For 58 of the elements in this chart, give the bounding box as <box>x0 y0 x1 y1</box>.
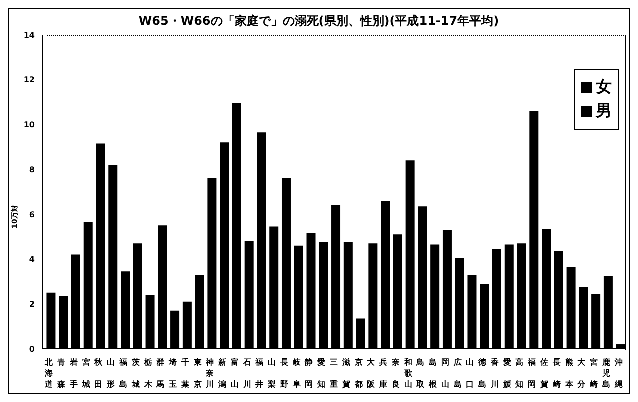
y-tick-label: 10 <box>24 120 36 130</box>
legend-label: 女 <box>596 77 612 98</box>
chart-title: W65・W66の「家庭で」の溺死(県別、性別)(平成11-17年平均) <box>138 13 500 30</box>
category-label: 静岡 <box>305 358 314 389</box>
category-label: 高知 <box>516 358 524 389</box>
category-label: 秋田 <box>94 358 103 389</box>
category-label: 岡山 <box>441 358 450 389</box>
category-label: 京都 <box>354 358 363 389</box>
category-label: 徳島 <box>478 358 487 389</box>
category-label: 佐賀 <box>540 358 549 389</box>
category-label: 青森 <box>58 358 66 389</box>
legend-label: 男 <box>596 101 612 122</box>
y-tick-label: 4 <box>29 255 36 264</box>
category-label: 福井 <box>256 358 264 389</box>
x-tick-label: 和歌山 <box>403 358 414 389</box>
y-tick-label: 14 <box>24 30 36 40</box>
category-label: 沖縄 <box>614 358 623 389</box>
y-tick-label: 6 <box>29 210 36 220</box>
category-label: 長野 <box>280 358 288 389</box>
y-tick-label: 0 <box>29 344 36 354</box>
category-label: 大分 <box>578 358 586 389</box>
category-label: 宮城 <box>82 358 90 389</box>
category-label: 千葉 <box>181 358 190 389</box>
category-label: 大阪 <box>367 358 376 389</box>
category-label: 山梨 <box>268 358 276 389</box>
category-label: 三重 <box>330 358 338 389</box>
category-label: 石川 <box>243 358 252 389</box>
category-label: 福島 <box>119 358 128 389</box>
category-label: 岐阜 <box>292 358 301 389</box>
category-label: 新潟 <box>218 358 227 389</box>
category-label: 滋賀 <box>342 358 350 389</box>
category-label: 茨城 <box>132 358 140 389</box>
category-label: 愛媛 <box>503 358 512 389</box>
y-tick-label: 12 <box>24 76 35 85</box>
category-label: 宮崎 <box>590 358 598 389</box>
x-tick-label: 神奈川 <box>205 358 216 389</box>
category-label: 兵庫 <box>380 358 388 389</box>
y-tick-label: 2 <box>29 300 35 309</box>
category-label: 鳥取 <box>416 358 425 389</box>
category-label: 岩手 <box>70 358 78 389</box>
y-tick-label: 8 <box>29 165 36 174</box>
x-tick-label: 鹿児島 <box>601 357 612 389</box>
category-label: 東京 <box>194 358 202 389</box>
category-label: 熊本 <box>565 358 574 389</box>
x-tick-label: 北海道 <box>44 358 54 389</box>
category-label: 富山 <box>230 358 239 389</box>
category-label: 広島 <box>454 358 462 389</box>
category-label: 島根 <box>429 358 438 389</box>
category-label: 山形 <box>107 358 116 389</box>
category-label: 山口 <box>466 358 474 389</box>
category-label: 香川 <box>490 358 499 389</box>
category-label: 奈良 <box>392 358 400 389</box>
category-label: 群馬 <box>156 358 165 389</box>
category-label: 福岡 <box>528 358 536 389</box>
category-label: 長崎 <box>552 358 561 389</box>
category-label: 埼玉 <box>169 358 178 389</box>
category-label: 栃木 <box>144 358 152 389</box>
category-label: 愛知 <box>318 358 326 389</box>
